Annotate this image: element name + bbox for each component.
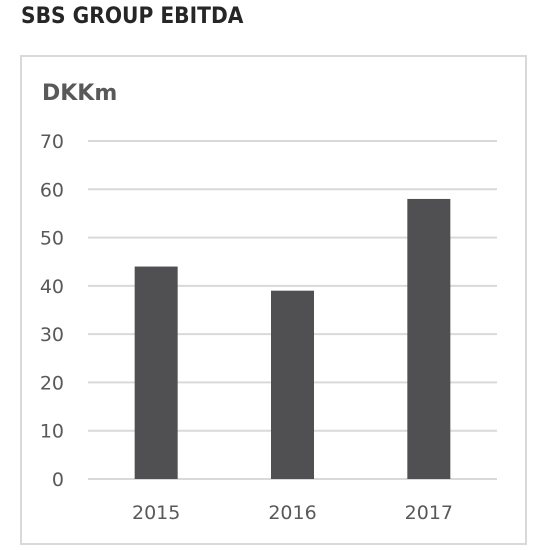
y-tick-label: 60: [40, 179, 64, 201]
bar-2016: [271, 290, 314, 479]
x-category-label: 2017: [405, 502, 453, 524]
x-category-label: 2015: [132, 502, 180, 524]
y-tick-label: 50: [40, 228, 64, 250]
bars: [134, 198, 451, 479]
y-tick-label: 10: [40, 421, 64, 443]
y-tick-label: 30: [40, 324, 64, 346]
bar-2017: [407, 198, 451, 479]
unit-label: DKKm: [42, 81, 117, 106]
y-tick-label: 20: [40, 372, 64, 394]
y-tick-label: 40: [40, 276, 64, 298]
x-axis-categories: 2015 2016 2017: [132, 502, 453, 524]
x-category-label: 2016: [268, 502, 316, 524]
bar-2015: [134, 266, 178, 479]
page-title: SBS GROUP EBITDA: [21, 4, 244, 29]
y-tick-label: 0: [52, 469, 64, 491]
y-tick-label: 70: [40, 131, 64, 153]
y-axis-ticks: 0 10 20 30 40 50 60 70: [40, 131, 64, 491]
